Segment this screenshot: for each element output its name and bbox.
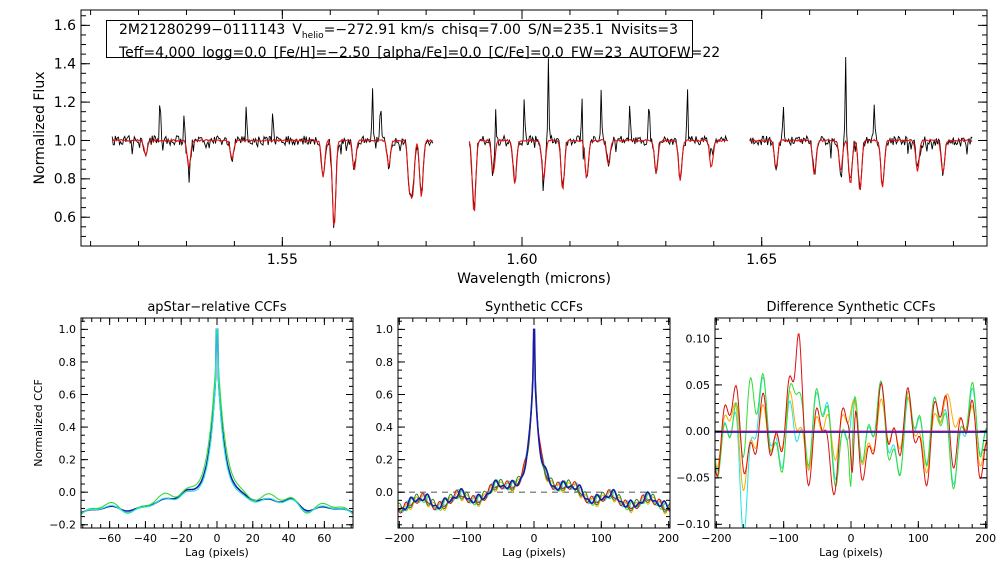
logg: logg=0.0 [202,44,267,61]
difference-ccf-x-axis-label: Lag (pixels) [819,546,883,559]
x-tick-label: −100 [769,532,799,545]
star-parameters-box: 2M21280299−0111143 Vhelio=−272.91 km/s chi… [106,20,720,61]
x-tick-label: 60 [317,532,331,545]
y-tick-label: 1.4 [54,57,76,73]
y-tick-label: 0.0 [376,486,394,499]
x-tick-label: 200 [975,532,996,545]
apstar-ccf-x-axis-label: Lag (pixels) [185,546,249,559]
difference-ccf-series-orange [714,390,987,492]
star-parameters-line-1: 2M21280299−0111143 Vhelio=−272.91 km/s chi… [119,22,692,45]
y-tick-label: −0.2 [49,519,76,532]
x-tick-label: 20 [246,532,260,545]
chisq: chisq=7.00 [441,22,521,38]
apstar-ccf-plot-frame [80,317,354,529]
apstar-ccf-y-axis-label: Normalized CCF [32,379,45,467]
vhelio-subscript: helio [301,30,324,41]
x-tick-label: −200 [701,532,731,545]
x-tick-label: 1.60 [506,252,537,268]
star-id: 2M21280299−0111143 [119,22,286,38]
vhelio: Vhelio=−272.91 km/s [292,22,435,41]
y-tick-label: 0.8 [54,172,76,188]
y-tick-label: 1.0 [54,133,76,149]
difference-ccf-series-red [714,333,987,496]
spectrum-synthetic-segment [749,138,973,190]
difference-ccf-series-green [714,372,987,490]
difference-ccf-title: Difference Synthetic CCFs [766,300,935,315]
teff: Teff=4,000 [119,44,196,61]
difference-ccf-panel: −200 −100 0 100 200 −0.10 −0.05 0.00 0.05 0.10 Di… [676,300,996,559]
y-tick-label: 0.2 [59,453,77,466]
spectrum-observed-segment [468,58,729,209]
y-tick-label: 0.05 [686,379,711,392]
x-tick-label: −100 [452,532,482,545]
y-tick-label: 0.00 [686,425,711,438]
x-tick-label: −60 [98,532,121,545]
y-tick-label: 0.6 [59,388,77,401]
y-tick-label: 0.8 [59,356,77,369]
y-tick-label: 0.4 [59,421,77,434]
x-tick-label: −200 [384,532,414,545]
apstar-ccf-panel: −60 −40 −20 0 20 40 60 −0.2 0.0 0.2 0.4 0.6 0.8 1.0 a… [32,300,354,559]
autofw: AUTOFW=22 [629,44,721,61]
y-tick-label: −0.10 [676,518,710,531]
nvisits: Nvisits=3 [610,22,679,38]
synthetic-ccf-ticks: −200 −100 0 100 200 0.0 0.2 0.4 0.6 0.8 1.0 [376,318,679,545]
vhelio-value: =−272.91 km/s [323,22,435,38]
y-tick-label: 1.6 [54,18,76,34]
x-tick-label: 0 [848,532,855,545]
y-tick-label: −0.05 [676,472,710,485]
synthetic-ccf-title: Synthetic CCFs [485,300,583,315]
spectrum-plot-frame [80,9,988,247]
y-tick-label: 0.10 [686,332,711,345]
x-tick-label: −20 [170,532,193,545]
difference-ccf-ticks: −200 −100 0 100 200 −0.10 −0.05 0.00 0.05 0.10 [676,318,996,545]
fw: FW=23 [570,44,623,61]
x-tick-label: 1.65 [746,252,777,268]
c-fe: [C/Fe]=0.0 [488,44,564,61]
alpha-fe: [alpha/Fe]=0.0 [377,44,482,61]
x-tick-label: 200 [658,532,679,545]
y-tick-label: 1.2 [54,95,76,111]
spectrum-panel: 1.55 1.60 1.65 0.6 0.8 1.0 1.2 1.4 1.6 Wavelengt… [32,9,988,287]
y-tick-label: 0.6 [54,210,76,226]
star-parameters-line-2: Teff=4,000 logg=0.0 [Fe/H]=−2.50 [alpha/Fe]… [119,44,720,62]
x-tick-label: 0 [531,532,538,545]
y-tick-label: 0.6 [376,388,394,401]
ccf-series-cyan [80,328,353,515]
apstar-ccf-ticks: −60 −40 −20 0 20 40 60 −0.2 0.0 0.2 0.4 0.6 0.8 1.0 [49,318,353,545]
x-tick-label: 100 [908,532,929,545]
y-tick-label: 1.0 [376,323,394,336]
y-tick-label: 0.0 [59,486,77,499]
spectrum-observed-segment [111,88,434,228]
spectrum-ticks: 1.55 1.60 1.65 0.6 0.8 1.0 1.2 1.4 1.6 [54,10,987,268]
y-tick-label: 0.2 [376,453,394,466]
spectrum-synthetic-segment [468,138,729,212]
y-tick-label: 0.8 [376,356,394,369]
y-tick-label: 1.0 [59,323,77,336]
x-tick-label: 1.55 [267,252,298,268]
ccf-series-blue [80,328,353,514]
synthetic-ccf-series-blue [397,328,670,511]
spectrum-observed-segment [749,56,973,190]
x-tick-label: 100 [591,532,612,545]
snr: S/N=235.1 [527,22,604,38]
feh: [Fe/H]=−2.50 [273,44,371,61]
spectrum-synthetic-segment [111,138,434,227]
apstar-ccf-title: apStar−relative CCFs [147,300,287,315]
x-tick-label: 0 [214,532,221,545]
synthetic-ccf-panel: −200 −100 0 100 200 0.0 0.2 0.4 0.6 0.8 1.0 Synthe… [376,300,680,559]
x-tick-label: 40 [282,532,296,545]
spectrum-x-axis-label: Wavelength (microns) [457,271,611,287]
x-tick-label: −40 [134,532,157,545]
vhelio-label: V [292,22,302,38]
spectrum-y-axis-label: Normalized Flux [32,72,48,185]
y-tick-label: 0.4 [376,421,394,434]
synthetic-ccf-x-axis-label: Lag (pixels) [502,546,566,559]
